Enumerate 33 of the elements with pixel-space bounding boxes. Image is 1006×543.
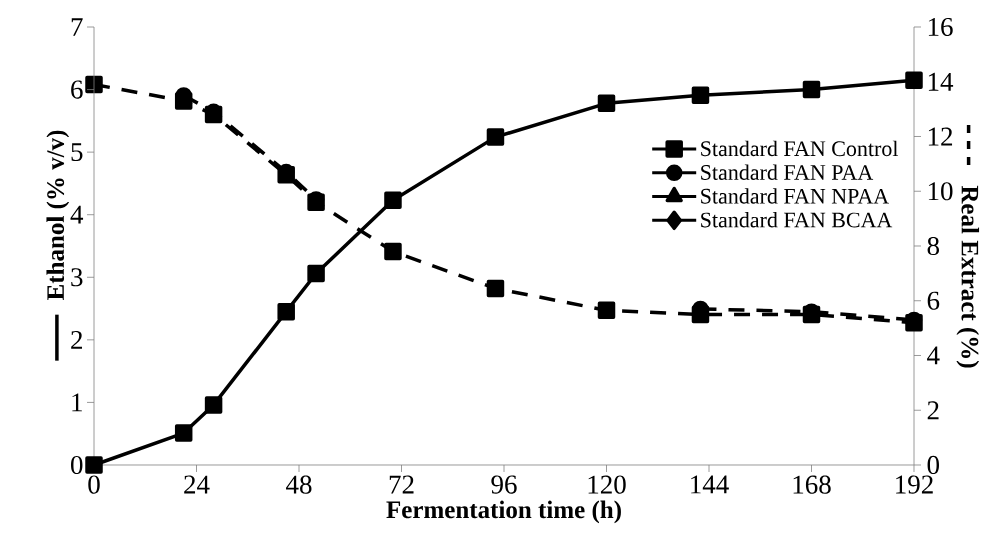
- y-tick-label: 1: [72, 393, 82, 412]
- y2-tick-label: 4: [927, 346, 940, 365]
- x-tick-label: 24: [184, 475, 210, 494]
- y2-tick-label: 14: [928, 72, 954, 91]
- x-tick-label: 168: [793, 475, 831, 494]
- y2-tick-label: 10: [928, 182, 953, 201]
- x-tick-label: 192: [896, 475, 933, 494]
- legend-label: Standard FAN PAA: [701, 164, 874, 180]
- y2-tick-label: 6: [927, 291, 940, 310]
- y-axis-title: Ethanol (% v/v): [46, 130, 70, 300]
- x-tick-label: 72: [389, 475, 414, 494]
- legend-label: Standard FAN BCAA: [701, 211, 893, 228]
- y2-axis-title: Real Extract (%): [956, 185, 980, 368]
- x-axis-title: Fermentation time (h): [386, 500, 621, 524]
- x-tick-label: 0: [88, 475, 100, 494]
- y-tick-label: 6: [71, 80, 83, 99]
- y2-tick-label: 0: [927, 455, 939, 475]
- y-tick-label: 0: [71, 455, 83, 475]
- y-tick-label: 7: [71, 18, 83, 36]
- y-tick-label: 2: [71, 330, 82, 349]
- y-tick-label: 5: [71, 143, 83, 162]
- x-tick-label: 96: [491, 475, 517, 494]
- legend-label: Standard FAN Control: [701, 140, 899, 157]
- x-tick-label: 144: [691, 475, 729, 494]
- x-tick-label: 48: [286, 475, 312, 494]
- y2-tick-label: 12: [928, 127, 953, 146]
- y-tick-label: 4: [70, 205, 84, 224]
- y2-tick-label: 16: [928, 17, 953, 37]
- legend-label: Standard FAN NPAA: [701, 188, 889, 204]
- y2-tick-label: 8: [927, 236, 939, 256]
- y2-tick-label: 2: [927, 401, 939, 420]
- x-tick-label: 120: [588, 475, 626, 494]
- y-tick-label: 3: [71, 268, 83, 287]
